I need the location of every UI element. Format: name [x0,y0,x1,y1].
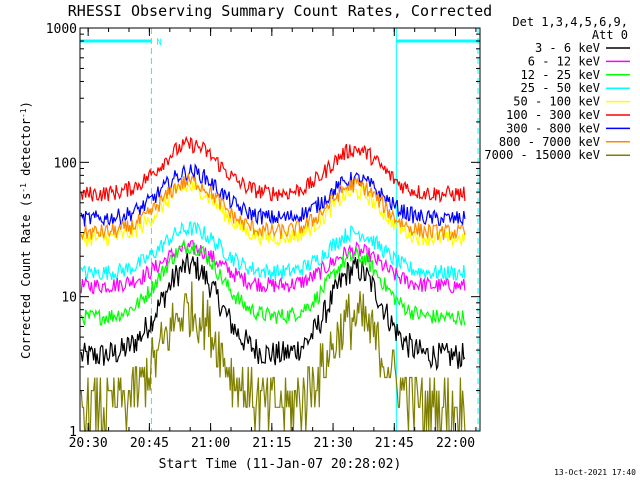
x-tick-label-1: 20:45 [130,436,169,451]
footer-date: 13-Oct-2021 17:40 [554,468,636,477]
series-line-8 [80,281,466,432]
plot-area: N 20:30 20:45 21:00 21:15 21:30 21:45 22:00 1 10… [46,22,481,451]
y-tick-label-2: 100 [54,156,77,171]
x-tick-label-4: 21:30 [313,436,352,451]
x-axis-label: Start Time (11-Jan-07 20:28:02) [159,457,402,472]
x-tick-label-2: 21:00 [191,436,230,451]
series-line-5 [80,135,466,204]
series-line-6 [80,163,466,227]
legend-label-3: 25 - 50 keV [521,81,600,95]
legend-label-6: 300 - 800 keV [506,121,600,135]
series-line-2 [80,238,466,326]
y-axis-label: Corrected Count Rate (s-1 detector-1) [19,101,34,359]
y-tick-label-3: 1000 [46,22,77,37]
y-axis-label-sup2: -1 [19,108,28,118]
legend-header-line1: Det 1,3,4,5,6,9, [512,15,628,29]
x-tick-label-6: 22:00 [436,436,475,451]
legend-label-5: 100 - 300 keV [506,108,600,122]
y-axis-label-sup1: -1 [19,183,28,193]
series-line-3 [80,220,466,282]
legend-label-7: 800 - 7000 keV [499,135,600,149]
legend-header-line2: Att 0 [592,28,628,42]
night-marker-label: N [156,38,161,48]
legend-label-4: 50 - 100 keV [513,95,600,109]
legend-label-1: 6 - 12 keV [528,54,600,68]
chart-title: RHESSI Observing Summary Count Rates, Co… [68,2,492,20]
legend-label-0: 3 - 6 keV [535,41,600,55]
x-tick-label-5: 21:45 [375,436,414,451]
series-line-1 [80,239,466,295]
series-line-7 [80,173,466,241]
y-axis-label-end: ) [19,101,33,108]
x-tick-label-3: 21:15 [252,436,291,451]
series-line-0 [80,252,466,372]
y-tick-label-0: 1 [69,425,77,440]
legend-label-2: 12 - 25 keV [521,68,600,82]
y-tick-label-1: 10 [61,291,77,306]
series-line-4 [80,179,466,248]
y-axis-label-mid: detector [19,118,33,183]
legend-label-8: 7000 - 15000 keV [484,148,600,162]
x-tick-label-0: 20:30 [69,436,108,451]
y-axis-label-main: Corrected Count Rate (s [19,193,33,359]
plot-frame [79,27,481,432]
